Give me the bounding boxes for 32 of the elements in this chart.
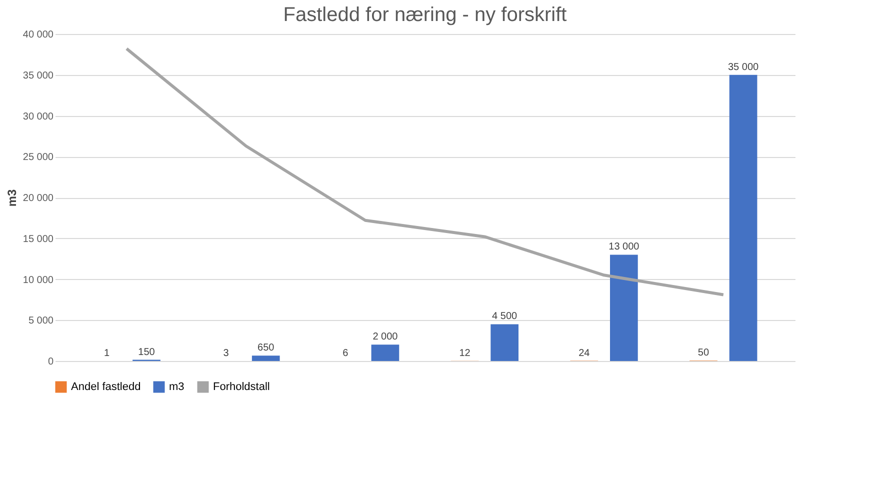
legend-label: m3 — [169, 381, 184, 393]
data-label: 2 000 — [372, 332, 398, 343]
y-tick-label: 25 000 — [22, 152, 54, 164]
bar — [610, 254, 638, 361]
y-tick-label: 30 000 — [22, 111, 54, 122]
bar — [490, 324, 518, 361]
legend-label: Andel fastledd — [71, 381, 141, 393]
y-axis-title: m3 — [4, 189, 19, 207]
data-label: 12 — [459, 348, 471, 359]
data-label: 150 — [138, 346, 156, 358]
chart-title: Fastledd for næring - ny forskrift — [283, 4, 568, 26]
data-label: 24 — [578, 348, 590, 359]
bar — [252, 356, 280, 361]
data-label: 4 500 — [492, 311, 518, 322]
data-label: 650 — [258, 342, 275, 354]
y-tick-label: 0 — [48, 356, 54, 368]
legend-label: Forholdstall — [213, 381, 270, 393]
data-label: 35 000 — [728, 62, 760, 73]
y-tick-label: 10 000 — [22, 274, 54, 286]
data-label: 50 — [698, 348, 710, 359]
y-tick-label: 5 000 — [28, 316, 54, 327]
bar — [729, 74, 758, 361]
y-tick-label: 40 000 — [22, 30, 54, 40]
data-label: 1 — [104, 348, 110, 359]
data-label: 6 — [342, 348, 349, 359]
y-tick-label: 15 000 — [22, 234, 54, 245]
y-tick-label: 20 000 — [22, 193, 54, 204]
data-label: 13 000 — [608, 242, 640, 253]
y-tick-label: 35 000 — [22, 70, 54, 82]
line-series — [125, 47, 725, 296]
data-label: 3 — [223, 348, 230, 359]
bar — [371, 344, 400, 361]
